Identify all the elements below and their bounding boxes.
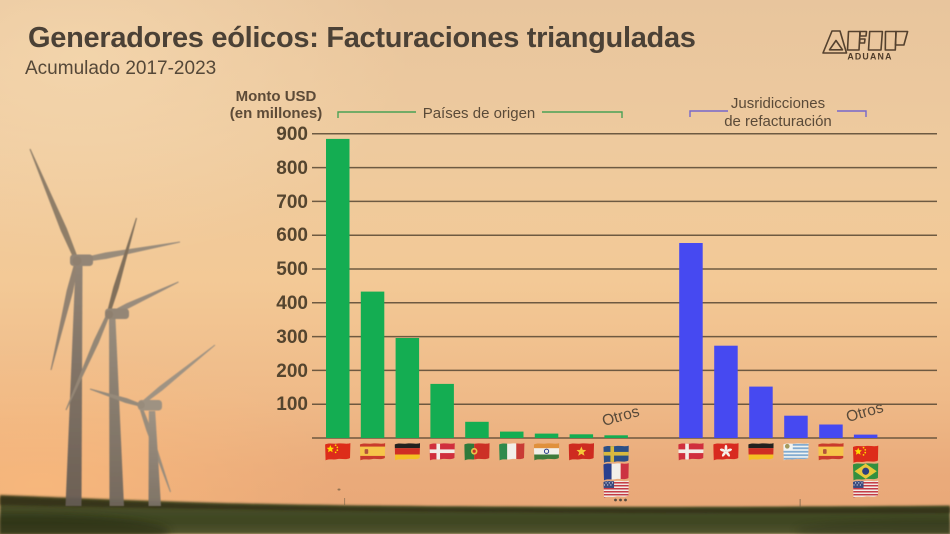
svg-text:ADUANA: ADUANA bbox=[847, 52, 892, 62]
